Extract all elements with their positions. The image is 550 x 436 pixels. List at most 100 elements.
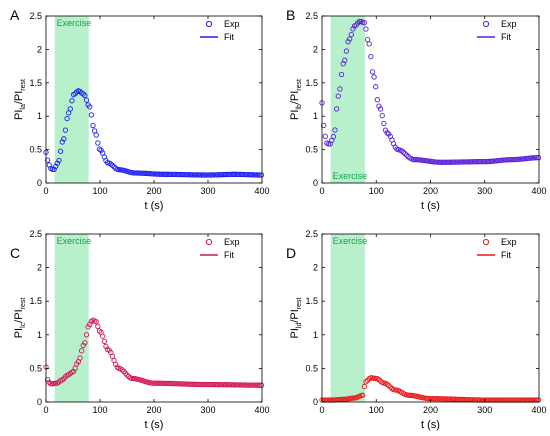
data-point bbox=[511, 156, 517, 163]
data-point bbox=[181, 171, 187, 178]
data-point bbox=[462, 159, 468, 165]
data-point bbox=[249, 172, 255, 178]
panel-d: D Exercise 0 100 200 300 400 0 0.5 1 1.5 2 2.5 t (s) P… bbox=[286, 229, 547, 431]
legend-label-exp: Exp bbox=[501, 237, 517, 247]
data-point bbox=[473, 159, 480, 165]
y-axis-label-sub2: rest bbox=[296, 79, 303, 91]
y-tick-label: 2.5 bbox=[305, 229, 318, 239]
data-point bbox=[403, 152, 410, 158]
x-tick-label: 300 bbox=[477, 405, 492, 415]
data-point bbox=[215, 381, 221, 388]
y-tick-label: 0.5 bbox=[305, 363, 318, 373]
data-point bbox=[132, 170, 138, 176]
data-point bbox=[142, 170, 148, 176]
data-point bbox=[174, 171, 180, 178]
data-point bbox=[436, 396, 442, 402]
data-point bbox=[373, 84, 379, 90]
data-point bbox=[231, 171, 237, 177]
data-point bbox=[250, 172, 257, 178]
data-point bbox=[158, 171, 164, 177]
data-point bbox=[202, 381, 208, 388]
data-point bbox=[240, 171, 247, 178]
data-point bbox=[513, 156, 519, 163]
data-point bbox=[176, 171, 182, 178]
data-point bbox=[382, 127, 389, 133]
data-point bbox=[205, 172, 211, 178]
data-point bbox=[452, 396, 459, 402]
data-point bbox=[355, 20, 361, 26]
data-point bbox=[213, 381, 219, 388]
data-point bbox=[100, 333, 106, 339]
data-point bbox=[190, 381, 197, 387]
data-point bbox=[203, 172, 210, 178]
data-point bbox=[190, 172, 197, 178]
data-point bbox=[443, 396, 449, 402]
data-point bbox=[431, 396, 437, 402]
x-tick-label: 300 bbox=[477, 186, 492, 196]
data-point bbox=[172, 171, 179, 178]
legend-label-fit: Fit bbox=[501, 250, 511, 260]
data-point bbox=[340, 396, 346, 402]
x-axis-label: t (s) bbox=[421, 419, 440, 431]
data-point bbox=[203, 381, 210, 388]
data-point bbox=[465, 159, 472, 165]
x-tick-label: 100 bbox=[369, 186, 384, 196]
data-point bbox=[439, 396, 446, 402]
data-point bbox=[130, 170, 137, 176]
data-point bbox=[337, 86, 343, 92]
exercise-band bbox=[54, 234, 89, 402]
data-point bbox=[159, 171, 166, 177]
panel-letter: B bbox=[286, 7, 295, 23]
y-tick-label: 0.5 bbox=[29, 363, 42, 373]
data-point bbox=[231, 382, 237, 388]
data-point bbox=[211, 172, 218, 178]
data-point bbox=[244, 382, 250, 388]
data-point bbox=[236, 171, 242, 178]
data-point bbox=[182, 381, 188, 387]
data-point bbox=[135, 170, 141, 176]
data-point bbox=[197, 381, 203, 388]
y-tick-label: 1.5 bbox=[29, 78, 42, 88]
data-point bbox=[153, 171, 159, 177]
y-tick-label: 0 bbox=[37, 397, 42, 407]
data-point bbox=[129, 375, 135, 382]
data-point bbox=[338, 396, 345, 403]
data-point bbox=[234, 171, 240, 177]
y-axis-label-sub2: rest bbox=[296, 297, 303, 309]
data-point bbox=[405, 392, 411, 398]
legend-marker-exp bbox=[205, 20, 213, 28]
data-point bbox=[456, 159, 462, 165]
data-point bbox=[443, 159, 449, 165]
data-point bbox=[153, 380, 159, 386]
exercise-label: Exercise bbox=[57, 18, 92, 28]
data-point bbox=[228, 171, 234, 178]
data-point bbox=[325, 141, 332, 147]
y-tick-label: 2 bbox=[37, 263, 42, 273]
data-point bbox=[168, 380, 174, 387]
data-point bbox=[198, 381, 205, 388]
data-point bbox=[360, 392, 366, 398]
data-point bbox=[113, 361, 119, 367]
data-point bbox=[119, 367, 125, 373]
data-point bbox=[532, 155, 538, 161]
data-point bbox=[535, 154, 542, 161]
data-point bbox=[218, 381, 224, 388]
exercise-label: Exercise bbox=[333, 236, 368, 246]
data-point bbox=[192, 172, 198, 178]
data-point bbox=[103, 343, 109, 350]
data-point bbox=[242, 171, 248, 178]
y-tick-label: 1 bbox=[37, 330, 42, 340]
data-point bbox=[333, 106, 340, 112]
data-point bbox=[228, 382, 234, 388]
data-point bbox=[90, 122, 96, 129]
data-point bbox=[155, 380, 161, 386]
data-point bbox=[400, 149, 407, 155]
data-point bbox=[164, 380, 171, 387]
data-point bbox=[202, 172, 208, 178]
data-point bbox=[138, 170, 145, 176]
data-point bbox=[374, 97, 380, 103]
data-point bbox=[169, 380, 176, 387]
y-axis-label-sub1: lc bbox=[20, 322, 27, 328]
legend-label-exp: Exp bbox=[224, 19, 240, 29]
y-axis-label-main: PI bbox=[13, 110, 25, 120]
